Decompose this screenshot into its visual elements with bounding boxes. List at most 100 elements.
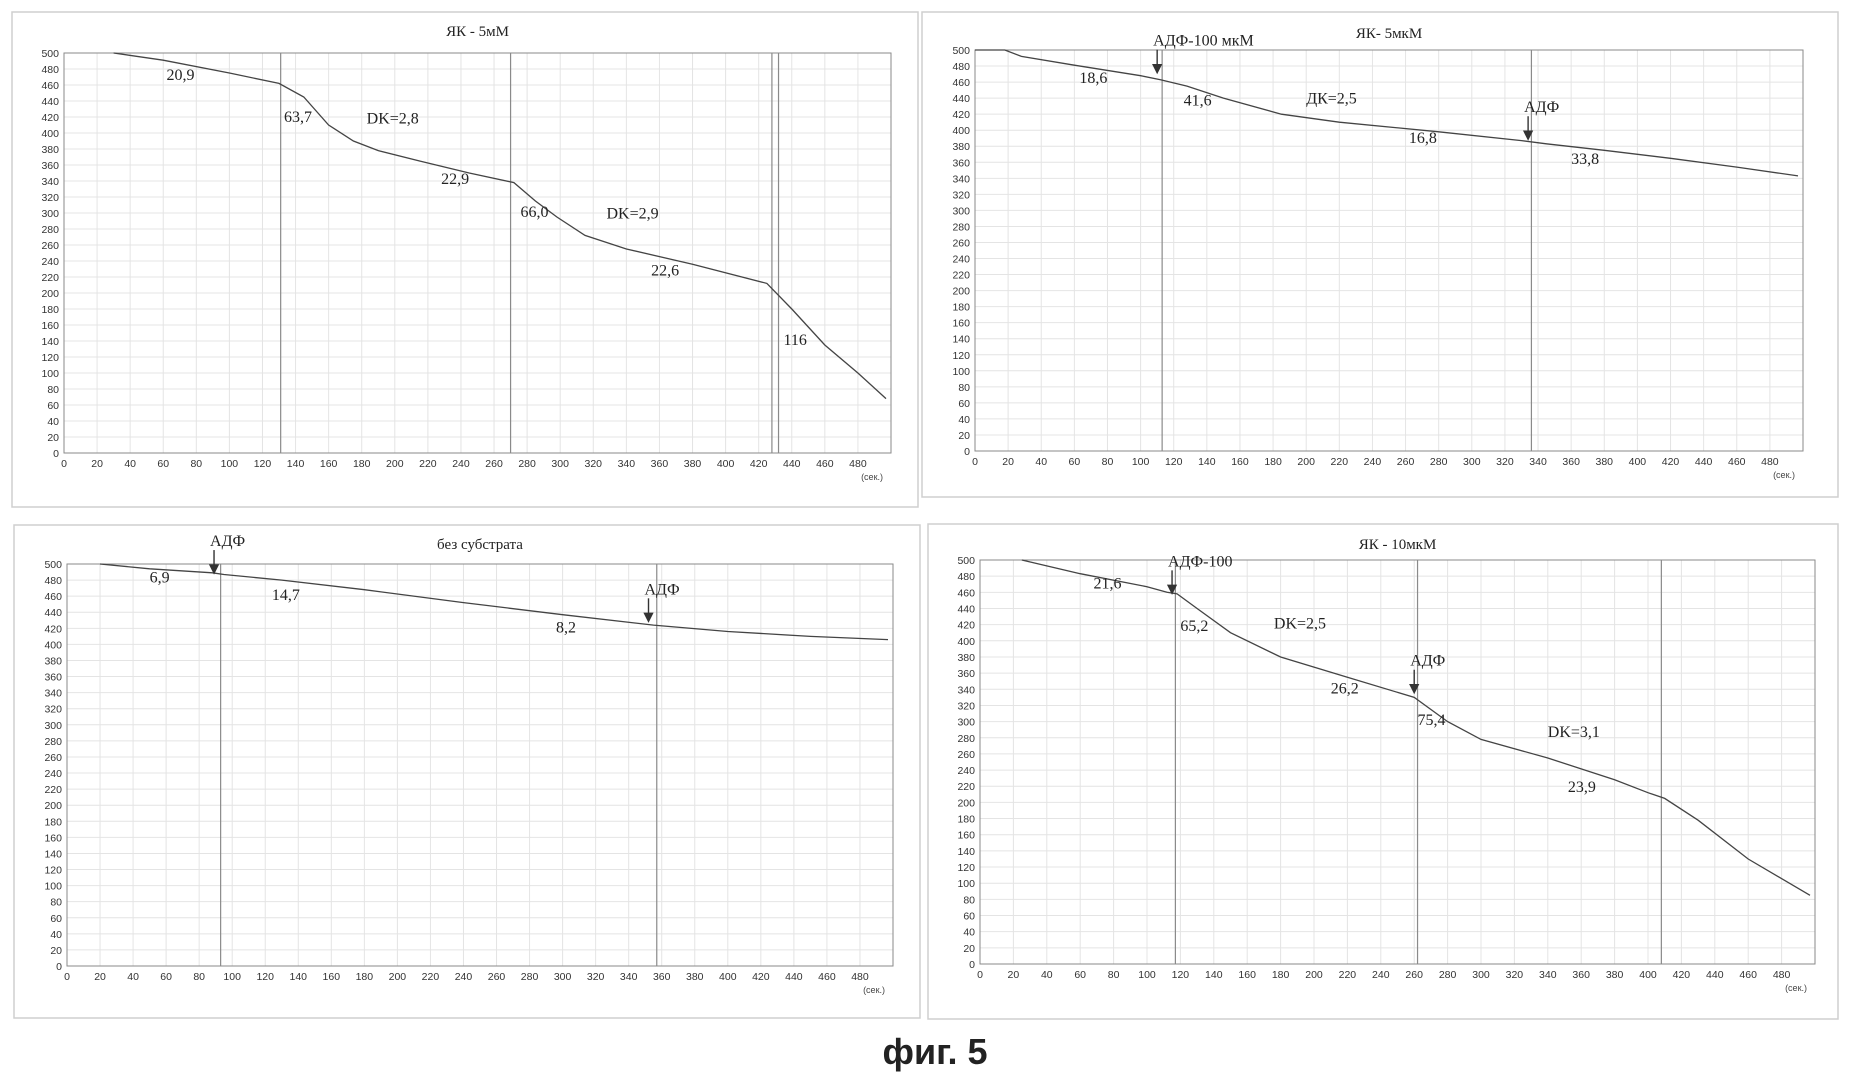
y-tick-label: 40 <box>958 414 970 426</box>
y-tick-label: 180 <box>44 816 62 828</box>
x-tick-label: 20 <box>1008 969 1020 981</box>
y-tick-label: 400 <box>41 128 59 140</box>
y-tick-label: 140 <box>957 846 975 858</box>
y-tick-label: 460 <box>44 591 62 603</box>
x-tick-label: 140 <box>287 458 305 470</box>
y-tick-label: 260 <box>41 240 59 252</box>
y-tick-label: 280 <box>41 224 59 236</box>
x-tick-label: 460 <box>1728 456 1746 468</box>
x-tick-label: 260 <box>488 971 506 983</box>
x-tick-label: 120 <box>256 971 274 983</box>
x-tick-label: 40 <box>124 458 136 470</box>
x-tick-label: 480 <box>1773 969 1791 981</box>
data-annotation: 16,8 <box>1409 130 1437 147</box>
y-tick-label: 120 <box>41 352 59 364</box>
y-tick-label: 0 <box>969 959 975 971</box>
y-tick-label: 120 <box>957 862 975 874</box>
x-tick-label: 380 <box>1596 456 1614 468</box>
x-tick-label: 80 <box>190 458 202 470</box>
x-tick-label: 160 <box>323 971 341 983</box>
x-tick-label: 200 <box>1305 969 1323 981</box>
x-tick-label: 360 <box>1562 456 1580 468</box>
x-tick-label: 40 <box>1041 969 1053 981</box>
data-annotation: 23,9 <box>1568 779 1596 796</box>
y-tick-label: 100 <box>952 366 970 378</box>
arrow-label: АДФ-100 мкМ <box>1153 33 1254 50</box>
x-tick-label: 420 <box>752 971 770 983</box>
x-tick-label: 340 <box>1529 456 1547 468</box>
y-tick-label: 200 <box>952 286 970 298</box>
x-tick-label: 20 <box>1002 456 1014 468</box>
x-tick-label: 20 <box>91 458 103 470</box>
data-annotation: 18,6 <box>1079 70 1107 87</box>
x-tick-label: 160 <box>1238 969 1256 981</box>
x-tick-label: 140 <box>290 971 308 983</box>
plot-area <box>975 50 1803 451</box>
x-tick-label: 480 <box>851 971 869 983</box>
x-tick-label: 300 <box>1463 456 1481 468</box>
y-tick-label: 20 <box>47 432 59 444</box>
x-tick-label: 180 <box>353 458 371 470</box>
x-tick-label: 300 <box>551 458 569 470</box>
y-tick-label: 100 <box>44 881 62 893</box>
x-tick-label: 300 <box>554 971 572 983</box>
x-tick-label: 320 <box>1496 456 1514 468</box>
y-tick-label: 260 <box>44 752 62 764</box>
x-tick-label: 280 <box>518 458 536 470</box>
data-annotation: 8,2 <box>556 619 576 636</box>
y-tick-label: 280 <box>957 733 975 745</box>
y-tick-label: 40 <box>963 927 975 939</box>
x-tick-label: 300 <box>1472 969 1490 981</box>
x-tick-label: 60 <box>157 458 169 470</box>
data-annotation: 33,8 <box>1571 151 1599 168</box>
x-tick-label: 340 <box>618 458 636 470</box>
y-tick-label: 100 <box>41 368 59 380</box>
x-tick-label: 460 <box>818 971 836 983</box>
x-tick-label: 320 <box>585 458 603 470</box>
chart-title: ЯК - 5мМ <box>446 24 509 40</box>
y-tick-label: 440 <box>957 603 975 615</box>
y-tick-label: 260 <box>957 749 975 761</box>
x-tick-label: 0 <box>61 458 67 470</box>
y-tick-label: 20 <box>50 945 62 957</box>
y-tick-label: 60 <box>958 398 970 410</box>
x-tick-label: 120 <box>254 458 272 470</box>
x-tick-label: 0 <box>64 971 70 983</box>
data-annotation: DK=2,8 <box>367 110 419 127</box>
y-tick-label: 500 <box>952 45 970 57</box>
x-tick-label: 380 <box>684 458 702 470</box>
data-annotation: 21,6 <box>1094 575 1122 592</box>
x-tick-label: 280 <box>1439 969 1457 981</box>
y-tick-label: 160 <box>957 830 975 842</box>
x-tick-label: 400 <box>719 971 737 983</box>
x-tick-label: 340 <box>620 971 638 983</box>
y-tick-label: 240 <box>952 254 970 266</box>
y-tick-label: 200 <box>44 800 62 812</box>
x-tick-label: 420 <box>750 458 768 470</box>
y-tick-label: 380 <box>41 144 59 156</box>
y-tick-label: 120 <box>44 865 62 877</box>
x-tick-label: 380 <box>1606 969 1624 981</box>
y-tick-label: 40 <box>50 929 62 941</box>
y-tick-label: 180 <box>952 302 970 314</box>
y-tick-label: 240 <box>44 768 62 780</box>
data-annotation: ДК=2,5 <box>1306 91 1357 108</box>
chart-panel-2: 0204060801001201401601802002202402602803… <box>922 12 1838 497</box>
x-tick-label: 0 <box>977 969 983 981</box>
x-tick-label: 80 <box>1108 969 1120 981</box>
y-tick-label: 360 <box>41 160 59 172</box>
chart-title: ЯК- 5мкМ <box>1356 26 1422 42</box>
x-tick-label: 140 <box>1198 456 1216 468</box>
x-tick-label: 200 <box>389 971 407 983</box>
arrow-label: АДФ <box>210 533 245 550</box>
y-tick-label: 340 <box>41 176 59 188</box>
x-tick-label: 80 <box>193 971 205 983</box>
x-tick-label: 260 <box>485 458 503 470</box>
y-tick-label: 380 <box>44 655 62 667</box>
x-tick-label: 440 <box>1695 456 1713 468</box>
y-tick-label: 220 <box>44 784 62 796</box>
x-unit-label: (сек.) <box>1773 470 1795 480</box>
y-tick-label: 160 <box>41 320 59 332</box>
x-tick-label: 280 <box>521 971 539 983</box>
x-tick-label: 160 <box>320 458 338 470</box>
